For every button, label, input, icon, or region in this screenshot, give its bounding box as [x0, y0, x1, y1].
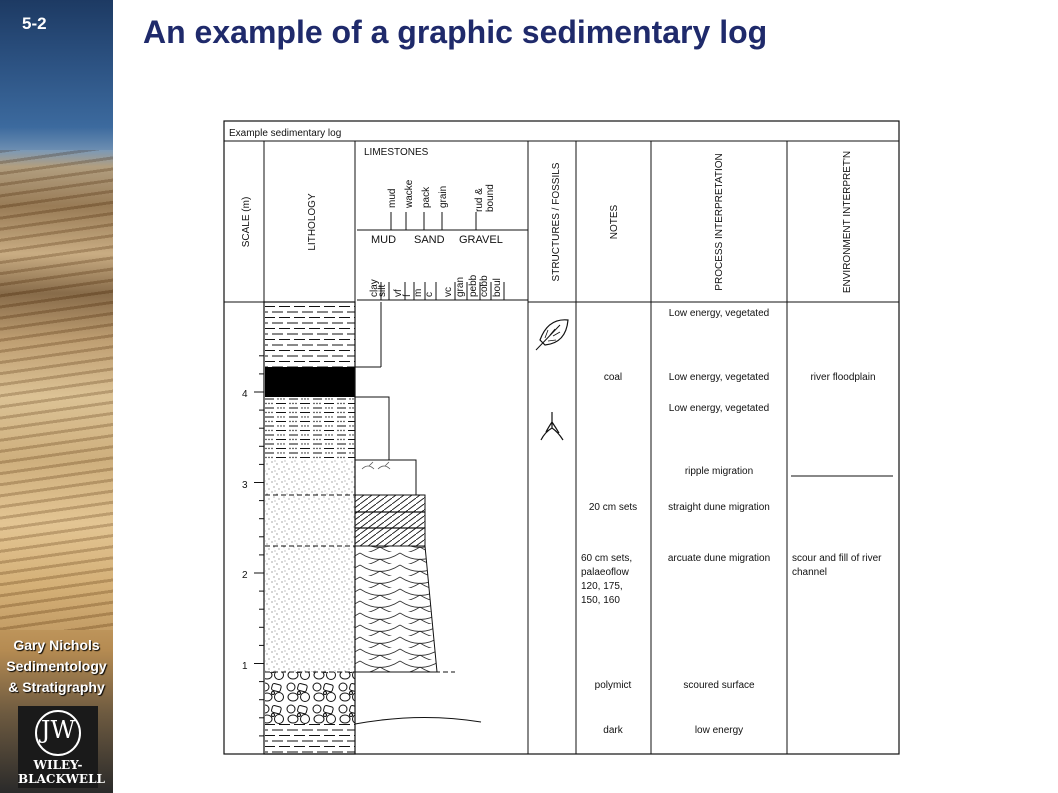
grain-group-sand: SAND	[414, 234, 445, 246]
process-5: straight dune migration	[668, 502, 770, 513]
log-caption: Example sedimentary log	[229, 128, 341, 139]
grain-size-label-m: m	[413, 289, 424, 297]
rock-strata-image	[0, 150, 113, 630]
note-dark: dark	[603, 725, 623, 736]
header-environment: ENVIRONMENT INTERPRET'N	[842, 151, 853, 293]
logo-ring-icon	[35, 710, 81, 756]
leaf-fossil-icon	[535, 319, 569, 351]
publisher-name-line2: BLACKWELL	[18, 772, 105, 786]
bed-rippled-sandstone	[265, 460, 355, 495]
note-20cm-sets: 20 cm sets	[589, 502, 637, 513]
note-60cm-sets-line1: 60 cm sets,	[581, 553, 632, 564]
limestone-class-wacke: wacke	[404, 179, 415, 209]
scale-label-1: 1	[242, 661, 248, 672]
scale-label-2: 2	[242, 570, 248, 581]
logo-monogram: JW	[40, 716, 76, 744]
bed-top-mudstone	[265, 302, 355, 367]
scoured-surface-line	[354, 716, 482, 725]
note-coal: coal	[604, 372, 622, 383]
bed-dark-mudstone	[265, 724, 355, 754]
header-lithology: LITHOLOGY	[307, 193, 318, 251]
grain-size-label-vf: vf	[393, 289, 404, 297]
bed-planar-profile	[354, 494, 426, 547]
grain-size-label-pebb: pebb	[468, 274, 479, 297]
publisher-logo: JW WILEY- BLACKWELL	[18, 706, 105, 788]
grain-size-label-c: c	[424, 292, 435, 297]
environment-2-line2: channel	[792, 567, 827, 578]
grain-size-label-boul: boul	[492, 278, 503, 297]
process-1: Low energy, vegetated	[669, 308, 769, 319]
slide-number: 5-2	[22, 14, 47, 33]
process-7: scoured surface	[683, 680, 755, 691]
sidebar-photo: 5-2 Gary Nichols Sedimentology & Stratig…	[0, 0, 113, 793]
grain-size-label-f: f	[402, 294, 413, 297]
limestone-class-rud: rud &	[474, 188, 485, 212]
bed-siltstone	[265, 397, 355, 460]
process-4: ripple migration	[685, 466, 753, 477]
root-trace-icon	[540, 412, 564, 441]
environment-1: river floodplain	[810, 372, 875, 383]
grain-size-label-clay: clay	[369, 279, 380, 297]
grain-size-label-vc: vc	[443, 287, 454, 297]
log-frame	[223, 120, 900, 755]
environment-2-line1: scour and fill of river	[792, 553, 882, 564]
header-limestones: LIMESTONES	[364, 147, 429, 158]
process-8: low energy	[695, 725, 743, 736]
scale-label-3: 3	[242, 480, 248, 491]
bed-planar-sandstone	[265, 495, 355, 546]
process-3: Low energy, vegetated	[669, 403, 769, 414]
author-credit: Gary Nichols	[13, 637, 100, 653]
grain-size-label-silt: silt	[377, 285, 388, 297]
book-title-line2: & Stratigraphy	[8, 679, 105, 695]
grain-group-gravel: GRAVEL	[459, 234, 503, 246]
header-notes: NOTES	[609, 204, 620, 239]
note-60cm-sets-line2: palaeoflow	[581, 567, 630, 578]
header-process: PROCESS INTERPRETATION	[714, 153, 725, 290]
grain-size-label-cobb: cobb	[479, 275, 490, 297]
bed-trough-sandstone	[265, 546, 355, 672]
publisher-name-line1: WILEY-	[33, 758, 83, 772]
grain-size-label-gran: gran	[455, 277, 466, 297]
scale-label-4: 4	[242, 389, 248, 400]
bed-silt-profile	[355, 396, 390, 461]
note-polymict: polymict	[595, 680, 632, 691]
note-60cm-sets-line3: 120, 175,	[581, 581, 623, 592]
header-scale: SCALE (m)	[241, 197, 252, 248]
slide-title: An example of a graphic sedimentary log	[143, 14, 768, 50]
limestone-class-bound: bound	[485, 184, 496, 212]
bed-coal	[265, 367, 355, 397]
bed-gravel-profile	[355, 672, 481, 724]
bed-polymict-conglomerate	[265, 672, 355, 724]
process-2: Low energy, vegetated	[669, 372, 769, 383]
limestone-class-grain: grain	[438, 186, 449, 208]
header-structures: STRUCTURES / FOSSILS	[551, 162, 562, 281]
note-60cm-sets-line4: 150, 160	[581, 595, 620, 606]
bed-trough-profile	[354, 545, 438, 673]
process-6: arcuate dune migration	[668, 553, 770, 564]
limestone-class-pack: pack	[421, 186, 432, 208]
book-title-line1: Sedimentology	[6, 658, 107, 674]
limestone-class-mud: mud	[387, 189, 398, 208]
grain-group-mud: MUD	[371, 234, 396, 246]
scale-axis	[254, 355, 264, 737]
